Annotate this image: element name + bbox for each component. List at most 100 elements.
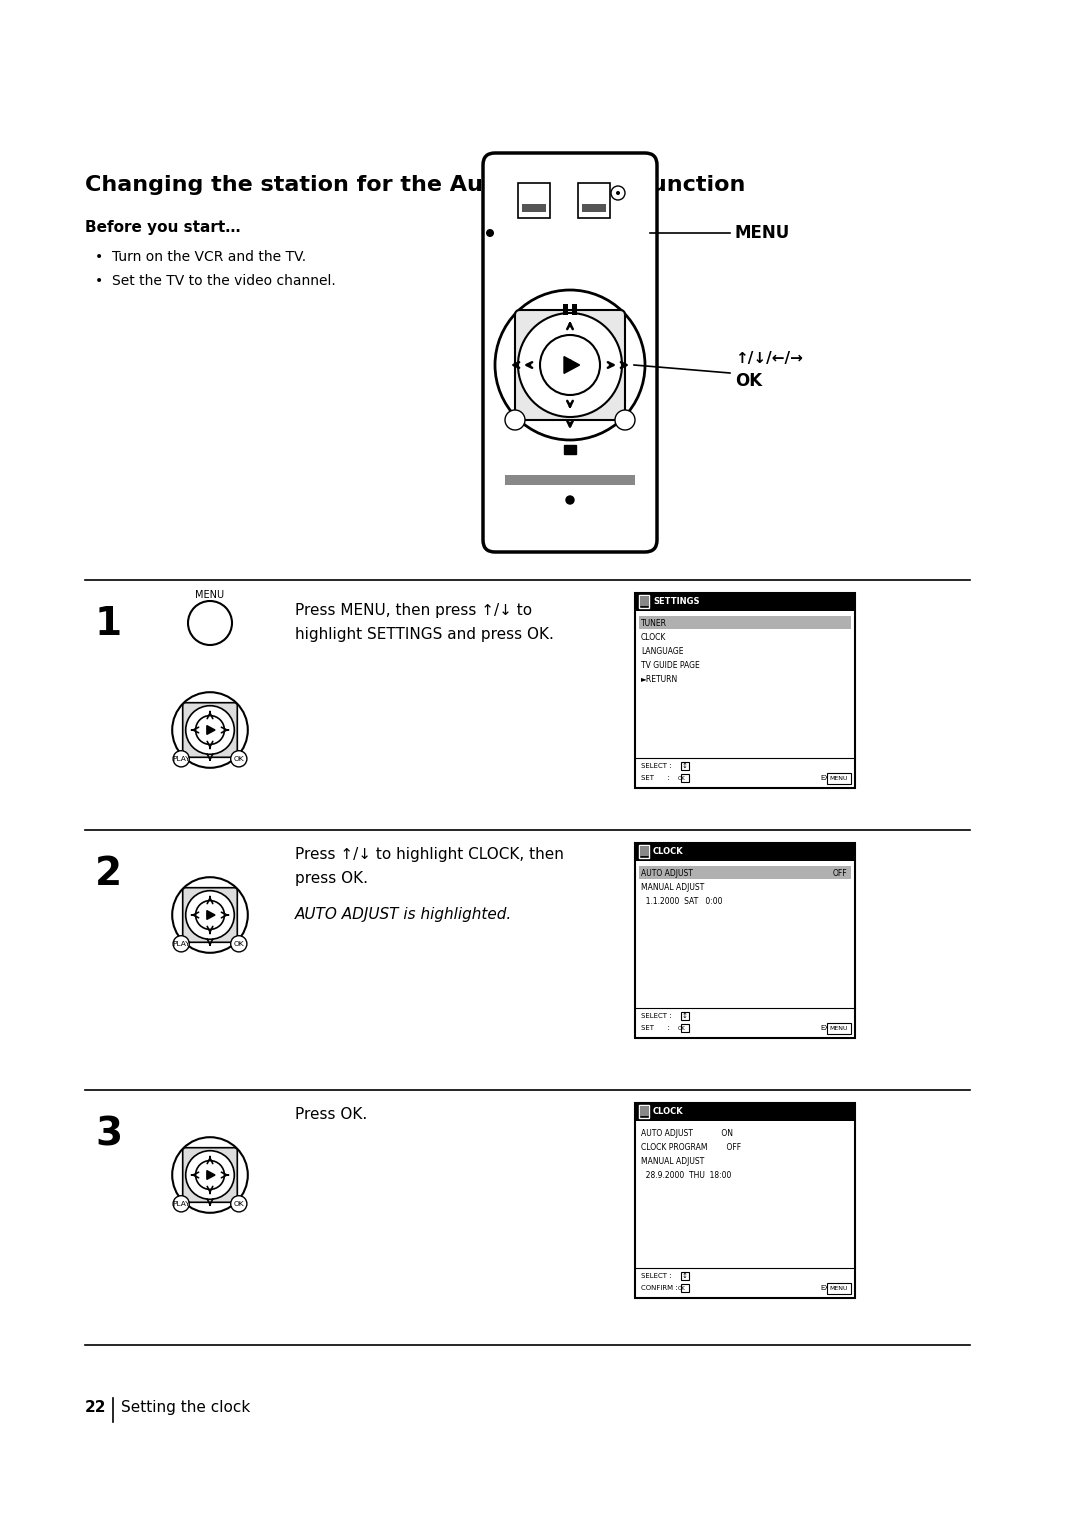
- Circle shape: [172, 692, 247, 767]
- Text: TV GUIDE PAGE: TV GUIDE PAGE: [642, 660, 700, 669]
- Bar: [827, 1284, 851, 1294]
- Text: OK: OK: [233, 756, 244, 762]
- Bar: [572, 304, 577, 315]
- Bar: [564, 445, 576, 454]
- Text: SET      :: SET :: [642, 775, 670, 781]
- FancyBboxPatch shape: [183, 1148, 238, 1203]
- Text: OK: OK: [233, 941, 244, 947]
- Text: TUNER: TUNER: [642, 619, 667, 628]
- Text: EXIT: EXIT: [820, 775, 835, 781]
- Bar: [635, 593, 855, 788]
- Bar: [518, 183, 550, 219]
- Circle shape: [173, 1196, 189, 1212]
- Bar: [635, 843, 855, 1038]
- Bar: [681, 775, 689, 782]
- Text: 28.9.2000  THU  18:00: 28.9.2000 THU 18:00: [642, 1170, 731, 1180]
- Text: Setting the clock: Setting the clock: [121, 1400, 251, 1415]
- Text: Press ↑/↓ to highlight CLOCK, then: Press ↑/↓ to highlight CLOCK, then: [295, 847, 564, 862]
- FancyBboxPatch shape: [183, 703, 238, 758]
- Circle shape: [505, 410, 525, 429]
- Text: Changing the station for the Auto Clock Set function: Changing the station for the Auto Clock …: [85, 176, 745, 196]
- Text: ↑/↓/←/→: ↑/↓/←/→: [735, 350, 802, 365]
- Circle shape: [195, 1161, 225, 1189]
- Circle shape: [195, 900, 225, 929]
- Circle shape: [188, 601, 232, 645]
- Circle shape: [231, 1196, 247, 1212]
- Bar: [582, 205, 606, 212]
- Text: MENU: MENU: [829, 1287, 848, 1291]
- Circle shape: [186, 706, 234, 755]
- Bar: [563, 304, 568, 315]
- Polygon shape: [207, 726, 215, 735]
- Bar: [640, 596, 648, 605]
- FancyBboxPatch shape: [515, 310, 625, 420]
- Polygon shape: [207, 1170, 215, 1180]
- Circle shape: [616, 191, 620, 196]
- Circle shape: [495, 290, 645, 440]
- Text: CONFIRM :: CONFIRM :: [642, 1285, 678, 1291]
- Text: 2: 2: [95, 856, 122, 892]
- Text: AUTO ADJUST: AUTO ADJUST: [642, 868, 693, 877]
- Circle shape: [172, 1137, 247, 1213]
- Text: CLOCK: CLOCK: [653, 848, 684, 857]
- Circle shape: [173, 750, 189, 767]
- Text: PLAY: PLAY: [173, 1201, 190, 1207]
- Bar: [681, 762, 689, 770]
- Text: 1: 1: [95, 605, 122, 643]
- Circle shape: [486, 229, 494, 237]
- Text: Press MENU, then press ↑/↓ to: Press MENU, then press ↑/↓ to: [295, 604, 532, 617]
- Bar: [639, 594, 649, 608]
- Circle shape: [566, 497, 573, 504]
- Bar: [635, 1103, 855, 1122]
- Bar: [635, 843, 855, 860]
- Text: OK: OK: [678, 776, 686, 781]
- Circle shape: [231, 750, 247, 767]
- Text: •  Set the TV to the video channel.: • Set the TV to the video channel.: [95, 274, 336, 287]
- Circle shape: [518, 313, 622, 417]
- Text: OK: OK: [735, 371, 762, 390]
- Text: AUTO ADJUST is highlighted.: AUTO ADJUST is highlighted.: [295, 908, 512, 921]
- Text: OFF: OFF: [833, 868, 847, 877]
- Bar: [640, 1106, 648, 1115]
- Bar: [827, 1024, 851, 1034]
- Bar: [639, 845, 649, 859]
- Polygon shape: [207, 911, 215, 920]
- Text: SELECT :: SELECT :: [642, 1013, 672, 1019]
- FancyBboxPatch shape: [483, 153, 657, 552]
- Bar: [505, 475, 635, 484]
- Circle shape: [186, 1151, 234, 1199]
- Bar: [681, 1012, 689, 1021]
- Text: press OK.: press OK.: [295, 871, 368, 886]
- Text: EXIT: EXIT: [820, 1285, 835, 1291]
- Bar: [827, 773, 851, 784]
- Bar: [635, 1103, 855, 1297]
- Bar: [681, 1271, 689, 1280]
- Text: Before you start…: Before you start…: [85, 220, 241, 235]
- Circle shape: [611, 186, 625, 200]
- Text: OK: OK: [678, 1285, 686, 1291]
- Circle shape: [195, 715, 225, 744]
- Text: 22: 22: [85, 1400, 107, 1415]
- Text: MENU: MENU: [829, 1027, 848, 1031]
- Text: OK: OK: [233, 1201, 244, 1207]
- Circle shape: [186, 891, 234, 940]
- Bar: [639, 1105, 649, 1118]
- Text: MENU: MENU: [829, 776, 848, 781]
- Text: LANGUAGE: LANGUAGE: [642, 646, 684, 656]
- Bar: [681, 1284, 689, 1293]
- Text: SELECT :: SELECT :: [642, 762, 672, 769]
- Text: PLAY: PLAY: [173, 941, 190, 947]
- Text: ↕: ↕: [681, 1273, 688, 1279]
- Bar: [578, 183, 610, 219]
- Text: AUTO ADJUST            ON: AUTO ADJUST ON: [642, 1129, 733, 1137]
- Text: OK: OK: [678, 1025, 686, 1030]
- Circle shape: [540, 335, 600, 396]
- Text: CLOCK: CLOCK: [653, 1108, 684, 1117]
- Bar: [522, 205, 546, 212]
- Text: CLOCK PROGRAM        OFF: CLOCK PROGRAM OFF: [642, 1143, 741, 1152]
- Text: MENU: MENU: [195, 590, 225, 601]
- Text: 1.1.2000  SAT   0:00: 1.1.2000 SAT 0:00: [642, 897, 723, 906]
- Text: SET      :: SET :: [642, 1025, 670, 1031]
- Text: 3: 3: [95, 1115, 122, 1154]
- Text: MENU: MENU: [735, 225, 791, 241]
